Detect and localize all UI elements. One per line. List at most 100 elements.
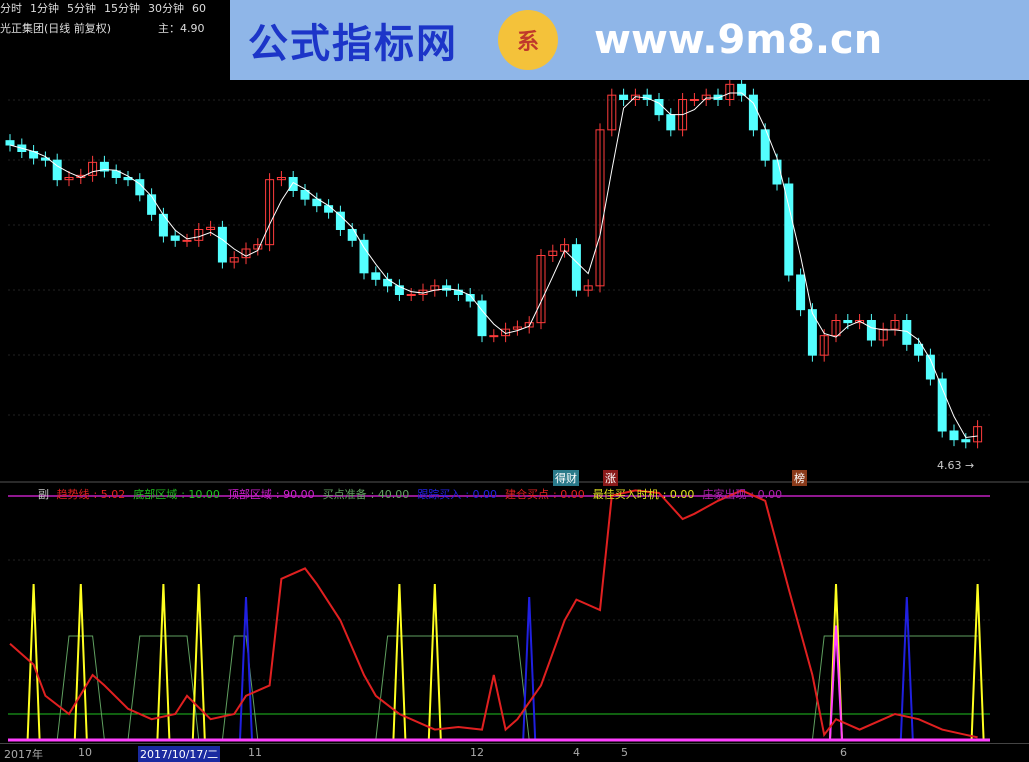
candle-up xyxy=(524,322,534,328)
candle-up xyxy=(831,320,841,337)
candle-down xyxy=(147,194,157,215)
candle-down xyxy=(902,320,912,345)
candle-up xyxy=(406,294,416,296)
candle-down xyxy=(158,213,168,237)
marker[interactable]: 榜 xyxy=(792,470,807,486)
candle-up xyxy=(689,99,699,101)
candle-down xyxy=(666,114,676,131)
sub-label: 副 xyxy=(38,488,49,501)
candle-up xyxy=(819,335,829,356)
legend-value: 90.00 xyxy=(283,488,315,501)
tab-period[interactable]: 15分钟 xyxy=(104,2,140,15)
candle-down xyxy=(335,211,345,231)
stock-title: 光正集团(日线 前复权) xyxy=(0,22,112,35)
legend-item: 建仓买点: 0.00 xyxy=(505,488,585,501)
candle-up xyxy=(607,94,617,131)
axis-label: 2017年 xyxy=(4,748,43,761)
candle-down xyxy=(949,430,959,441)
candle-up xyxy=(583,285,593,291)
axis-label: 6 xyxy=(840,746,847,759)
candle-down xyxy=(465,294,475,302)
buy-prep-line xyxy=(10,635,978,741)
candle-down xyxy=(843,320,853,324)
candle-up xyxy=(229,257,239,263)
candle-down xyxy=(170,235,180,241)
tab-period[interactable]: 30分钟 xyxy=(148,2,184,15)
banner-name: 公式指标网 xyxy=(248,21,458,67)
candle-down xyxy=(359,239,369,274)
legend-label: 跟踪买入 xyxy=(417,488,462,501)
candle-down xyxy=(807,309,817,356)
legend-value: 40.00 xyxy=(377,488,410,501)
candle-down xyxy=(925,354,935,380)
tab-period[interactable]: 分时 xyxy=(0,2,22,15)
candle-up xyxy=(973,426,983,443)
best-buy-spike xyxy=(427,583,442,741)
candle-down xyxy=(288,177,298,191)
best-buy-spike xyxy=(392,583,407,741)
tab-period[interactable]: 5分钟 xyxy=(67,2,96,15)
candle-down xyxy=(760,129,770,161)
candle-down xyxy=(477,300,487,337)
candle-down xyxy=(442,285,452,291)
candle-down xyxy=(772,159,782,185)
candle-up xyxy=(489,335,499,338)
candle-up xyxy=(182,239,192,242)
tab-period[interactable]: 1分钟 xyxy=(30,2,59,15)
candle-down xyxy=(371,272,381,280)
legend-value: 0.00 xyxy=(757,488,783,501)
legend-item: 庄家出现: 0.00 xyxy=(702,488,783,501)
candle-down xyxy=(99,161,109,172)
low-price-value: 4.63 xyxy=(937,459,962,472)
candle-down xyxy=(111,170,121,178)
legend-label: 建仓买点 xyxy=(505,488,550,501)
legend-label: 买点准备 xyxy=(322,488,367,501)
candle-down xyxy=(347,229,357,241)
candle-up xyxy=(206,226,216,230)
candle-down xyxy=(937,378,947,432)
marker[interactable]: 涨 xyxy=(603,470,618,486)
trend-line xyxy=(9,489,978,739)
candle-up xyxy=(88,161,98,176)
candle-down xyxy=(312,198,322,207)
axis-label: 12 xyxy=(470,746,484,759)
candle-down xyxy=(713,94,723,100)
axis-label: 4 xyxy=(573,746,580,759)
legend-label: 最佳买入时机 xyxy=(592,488,659,501)
candle-up xyxy=(855,320,865,324)
legend-label: 趋势线 xyxy=(56,488,90,501)
candle-down xyxy=(135,179,145,196)
axis-label: 10 xyxy=(78,746,92,759)
main-value: 主：4.90 xyxy=(158,22,205,35)
candle-up xyxy=(890,320,900,330)
legend-item: 顶部区域: 90.00 xyxy=(227,488,315,501)
low-price-label: 4.63 → xyxy=(937,459,975,472)
legend-value: 0.00 xyxy=(669,488,695,501)
best-buy-spike xyxy=(156,583,171,741)
banner-logo: 系 xyxy=(498,10,558,70)
candle-down xyxy=(394,285,404,296)
period-tabs: 分时 1分钟 5分钟 15分钟 30分钟 60 xyxy=(0,0,214,18)
legend-label: 顶部区域 xyxy=(227,488,272,501)
watermark-banner: 公式指标网 系 www.9m8.cn xyxy=(230,0,1029,80)
candle-down xyxy=(217,226,227,263)
candle-down xyxy=(796,274,806,311)
track-buy-spike xyxy=(239,596,253,741)
best-buy-spike xyxy=(26,583,41,741)
legend-item: 底部区域: 10.00 xyxy=(133,488,220,501)
candle-up xyxy=(253,244,263,250)
candle-up xyxy=(548,250,558,257)
candle-down xyxy=(961,439,971,443)
date-axis: 2017年 10 2017/10/17/二 11 12 4 5 6 xyxy=(0,743,1029,762)
tab-period[interactable]: 60 xyxy=(192,2,206,15)
legend-value: 0.00 xyxy=(472,488,498,501)
zhuang-spike xyxy=(829,625,843,741)
cursor-date: 2017/10/17/二 xyxy=(138,746,221,762)
candle-down xyxy=(300,190,310,200)
axis-label: 11 xyxy=(248,746,262,759)
candle-up xyxy=(595,129,605,287)
track-buy-spike xyxy=(522,596,537,741)
moving-average-line xyxy=(9,92,978,439)
marker[interactable]: 得财 xyxy=(553,470,579,486)
